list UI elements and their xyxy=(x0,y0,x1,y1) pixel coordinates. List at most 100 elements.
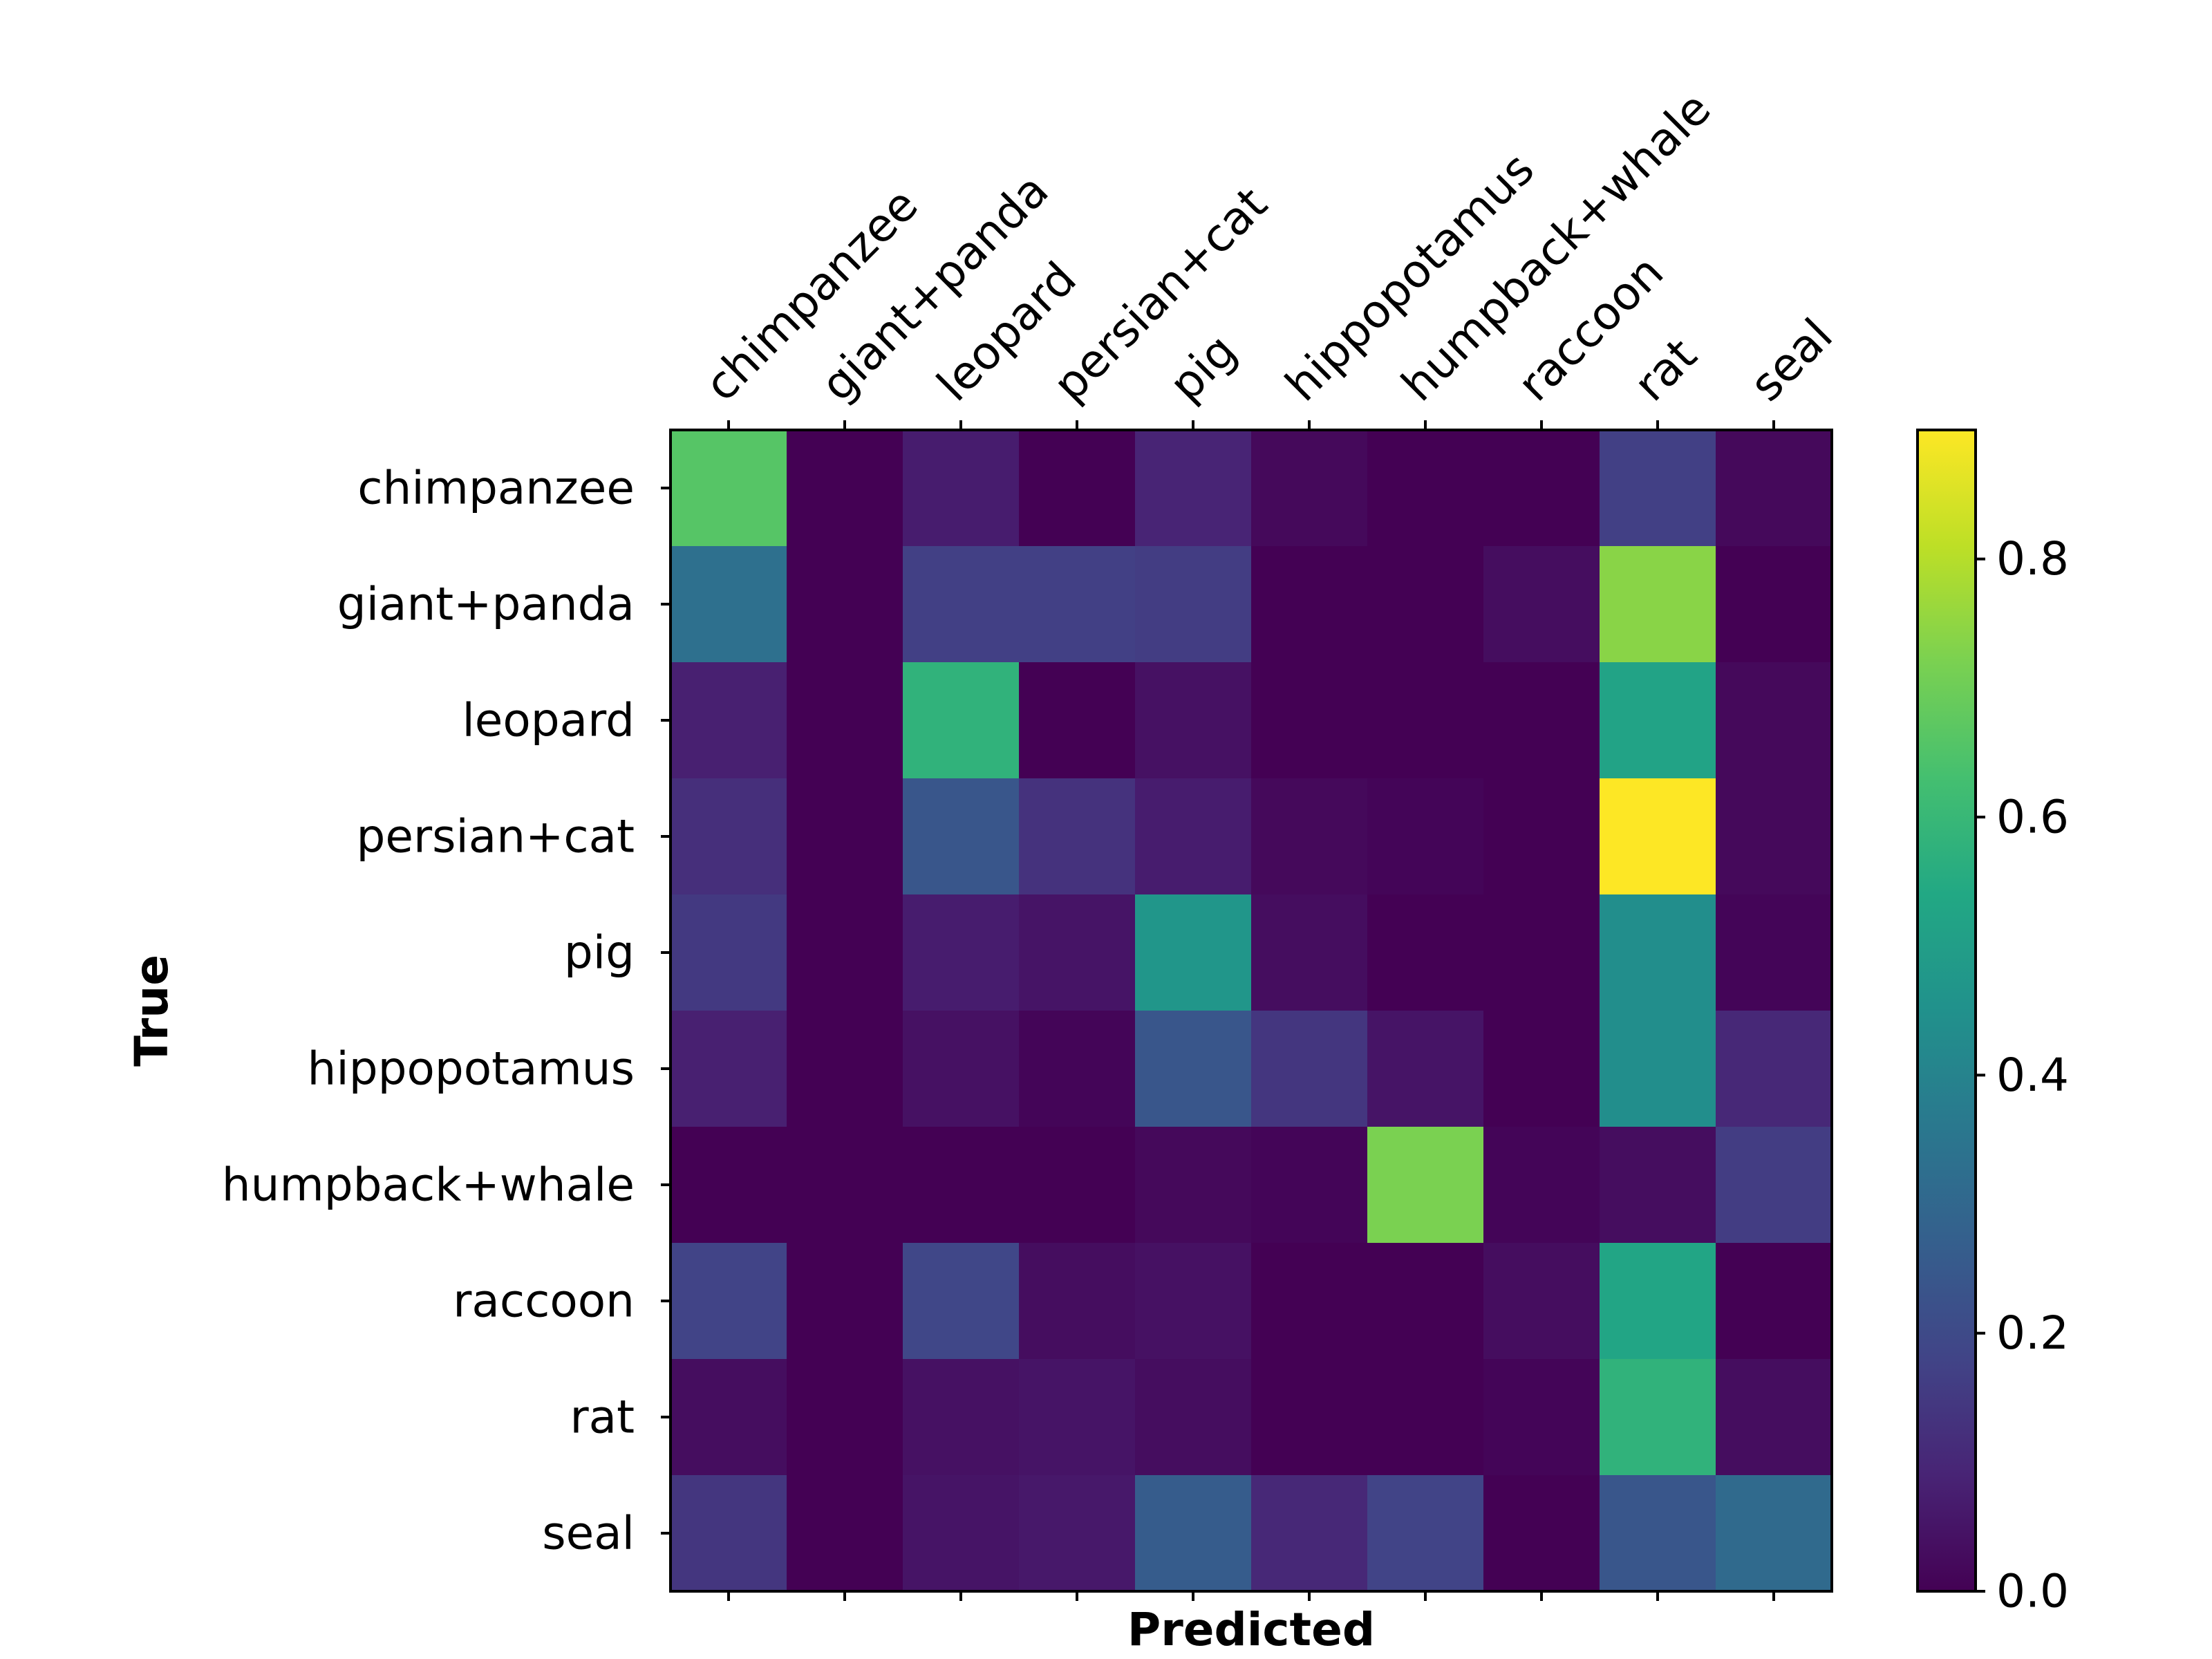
heatmap-cell xyxy=(1367,430,1484,547)
heatmap-cell xyxy=(1600,778,1716,895)
heatmap-cell xyxy=(1367,1243,1484,1360)
heatmap-cell xyxy=(903,1011,1020,1127)
heatmap-cell xyxy=(1716,1011,1833,1127)
heatmap-cell xyxy=(787,430,903,547)
heatmap-cell xyxy=(1483,430,1600,547)
heatmap-cell xyxy=(1019,894,1136,1011)
colorbar-tick-label: 0.8 xyxy=(1996,532,2069,585)
heatmap-cell xyxy=(1251,1359,1368,1476)
heatmap-cell xyxy=(671,1127,787,1244)
heatmap-cell xyxy=(787,778,903,895)
heatmap-frame xyxy=(669,429,1833,1593)
heatmap-cell xyxy=(1135,662,1252,779)
heatmap-cell xyxy=(671,894,787,1011)
heatmap-cell xyxy=(1251,1011,1368,1127)
heatmap-cell xyxy=(1019,778,1136,895)
colorbar-tick-label: 0.6 xyxy=(1996,791,2069,844)
y-axis-title: True xyxy=(125,955,178,1067)
heatmap-cell xyxy=(1483,894,1600,1011)
heatmap-cell xyxy=(1135,894,1252,1011)
heatmap-cell xyxy=(1367,662,1484,779)
heatmap-cell xyxy=(1483,1359,1600,1476)
heatmap-cell xyxy=(1716,662,1833,779)
heatmap-cell xyxy=(1135,1359,1252,1476)
y-tick-label: humpback+whale xyxy=(222,1159,635,1212)
heatmap-cell xyxy=(1251,430,1368,547)
x-tick-label: seal xyxy=(1740,308,1843,411)
heatmap-cell xyxy=(671,430,787,547)
heatmap-cell xyxy=(1135,1127,1252,1244)
heatmap-cell xyxy=(671,1359,787,1476)
heatmap-cell xyxy=(1483,1243,1600,1360)
heatmap-cell xyxy=(1135,1011,1252,1127)
heatmap-cell xyxy=(1600,894,1716,1011)
heatmap-cell xyxy=(671,1475,787,1592)
heatmap-cell xyxy=(671,778,787,895)
heatmap-cell xyxy=(787,894,903,1011)
heatmap-cells xyxy=(671,430,1833,1592)
x-axis-title: Predicted xyxy=(1127,1603,1375,1656)
heatmap-cell xyxy=(671,662,787,779)
heatmap-cell xyxy=(903,1127,1020,1244)
heatmap-cell xyxy=(1600,1359,1716,1476)
heatmap-cell xyxy=(1483,1127,1600,1244)
heatmap-cell xyxy=(1716,1475,1833,1592)
heatmap-cell xyxy=(1600,546,1716,663)
colorbar xyxy=(1918,430,1976,1591)
heatmap-cell xyxy=(1019,1359,1136,1476)
heatmap-cell xyxy=(1483,662,1600,779)
colorbar-frame xyxy=(1916,429,1977,1593)
heatmap-cell xyxy=(1716,430,1833,547)
heatmap-cell xyxy=(1019,1127,1136,1244)
heatmap-cell xyxy=(1367,1011,1484,1127)
heatmap-cell xyxy=(1135,1243,1252,1360)
heatmap-cell xyxy=(1483,778,1600,895)
heatmap-cell xyxy=(1367,1127,1484,1244)
y-tick-label: raccoon xyxy=(453,1275,635,1328)
x-tick-label: pig xyxy=(1159,324,1247,412)
heatmap-cell xyxy=(1251,894,1368,1011)
colorbar-tick-label: 0.0 xyxy=(1996,1565,2069,1618)
heatmap-cell xyxy=(1367,1359,1484,1476)
heatmap-cell xyxy=(1716,1243,1833,1360)
heatmap-cell xyxy=(1135,778,1252,895)
y-tick-label: hippopotamus xyxy=(308,1042,635,1096)
heatmap-cell xyxy=(903,778,1020,895)
heatmap-cell xyxy=(1135,430,1252,547)
heatmap-cell xyxy=(787,1127,903,1244)
heatmap-cell xyxy=(1251,1127,1368,1244)
heatmap-cell xyxy=(1019,1011,1136,1127)
heatmap-cell xyxy=(787,1243,903,1360)
heatmap-cell xyxy=(1600,1011,1716,1127)
y-tick-label: seal xyxy=(542,1507,635,1560)
heatmap-cell xyxy=(1251,1243,1368,1360)
heatmap-cell xyxy=(1135,1475,1252,1592)
heatmap-cell xyxy=(1483,546,1600,663)
heatmap-cell xyxy=(903,894,1020,1011)
heatmap-cell xyxy=(1716,894,1833,1011)
heatmap-cell xyxy=(1600,662,1716,779)
heatmap-cell xyxy=(903,662,1020,779)
heatmap-cell xyxy=(1367,1475,1484,1592)
heatmap-cell xyxy=(1019,430,1136,547)
heatmap-cell xyxy=(1600,430,1716,547)
heatmap-cell xyxy=(903,546,1020,663)
heatmap-cell xyxy=(787,1475,903,1592)
heatmap-cell xyxy=(1716,1359,1833,1476)
heatmap-cell xyxy=(1135,546,1252,663)
y-ticks: chimpanzee giant+panda leopard persian+cat p… xyxy=(222,462,671,1560)
heatmap-cell xyxy=(1600,1475,1716,1592)
heatmap-cell xyxy=(1019,1243,1136,1360)
heatmap-cell xyxy=(1367,894,1484,1011)
heatmap-cell xyxy=(1019,1475,1136,1592)
heatmap-cell xyxy=(671,1011,787,1127)
heatmap-cell xyxy=(1716,1127,1833,1244)
heatmap-cell xyxy=(671,1243,787,1360)
heatmap-cell xyxy=(903,1243,1020,1360)
y-tick-label: persian+cat xyxy=(356,810,635,863)
x-tick-label: rat xyxy=(1624,328,1707,412)
heatmap-cell xyxy=(1600,1243,1716,1360)
colorbar-tick-label: 0.2 xyxy=(1996,1306,2069,1360)
heatmap-cell xyxy=(903,1475,1020,1592)
heatmap-cell xyxy=(1367,778,1484,895)
